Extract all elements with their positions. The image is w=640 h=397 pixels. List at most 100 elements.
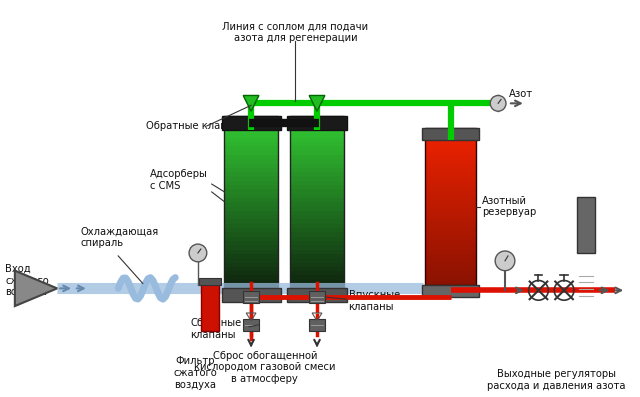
Bar [225,133,278,138]
Bar [426,238,476,243]
Bar [426,140,476,144]
Bar [225,150,278,155]
Bar [426,222,476,227]
Bar [225,176,278,181]
Bar [291,146,344,151]
Bar [426,136,476,140]
Bar [225,120,278,125]
Bar [291,254,344,259]
Bar [225,284,278,289]
Bar [309,319,325,331]
Bar [243,319,259,331]
Bar [291,150,344,155]
Bar [426,266,476,270]
Bar [199,278,221,285]
Bar [291,258,344,263]
Bar [225,198,278,203]
Bar [291,164,344,168]
Bar [426,230,476,235]
Bar [225,142,278,147]
Text: Обратные клапаны: Обратные клапаны [146,121,247,131]
Bar [422,128,479,140]
Bar [291,232,344,237]
Polygon shape [243,95,259,111]
Bar [426,274,476,278]
Bar [291,116,344,288]
Bar [225,262,278,267]
Bar [291,280,344,285]
Bar [225,276,278,280]
Bar [426,132,476,136]
Bar [426,254,476,258]
Bar [225,125,278,129]
Bar [225,250,278,254]
Bar [225,280,278,285]
Bar [426,175,476,179]
Bar [225,116,278,121]
Bar [426,148,476,152]
Text: Фильтр
сжатого
воздуха: Фильтр сжатого воздуха [173,356,217,389]
Bar [291,237,344,241]
Bar [225,138,278,143]
Bar [426,187,476,191]
Text: Сброс обогащенной
кислородом газовой смеси
в атмосферу: Сброс обогащенной кислородом газовой сме… [194,351,335,384]
Bar [221,116,280,130]
Bar [225,172,278,177]
Bar [426,203,476,207]
Bar [426,281,476,286]
Bar [225,211,278,216]
Polygon shape [15,271,57,306]
Bar [426,128,476,132]
Text: Впускные
клапаны: Впускные клапаны [349,290,400,312]
Bar [291,168,344,173]
Bar [426,262,476,266]
Bar [291,284,344,289]
Bar [291,241,344,246]
Bar [291,202,344,207]
Bar [291,220,344,224]
Bar [225,228,278,233]
Bar [291,215,344,220]
Bar [426,242,476,247]
Bar [225,202,278,207]
Bar [426,152,476,156]
Bar [291,172,344,177]
Bar [309,291,325,303]
Polygon shape [309,95,325,111]
Bar [426,211,476,215]
Bar [291,133,344,138]
Bar [225,185,278,190]
Bar [225,116,278,288]
Bar [225,181,278,185]
Bar [291,206,344,211]
Bar [426,218,476,223]
Bar [225,267,278,272]
Bar [225,245,278,250]
Bar [426,179,476,183]
Bar [225,224,278,229]
Bar [426,128,476,285]
Circle shape [495,251,515,271]
Bar [243,291,259,303]
Bar [225,232,278,237]
Bar [426,171,476,176]
Bar [291,185,344,190]
Bar [291,228,344,233]
Bar [291,267,344,272]
Circle shape [490,95,506,111]
Bar [426,167,476,172]
Bar [225,241,278,246]
Bar [291,116,344,121]
Bar [291,142,344,147]
Bar [291,194,344,198]
Bar [426,156,476,160]
Bar [291,159,344,164]
Bar [225,146,278,151]
Bar [291,176,344,181]
Bar [291,211,344,216]
Bar [426,160,476,164]
Bar [426,270,476,274]
Bar [291,125,344,129]
Bar [225,271,278,276]
Bar [225,129,278,134]
